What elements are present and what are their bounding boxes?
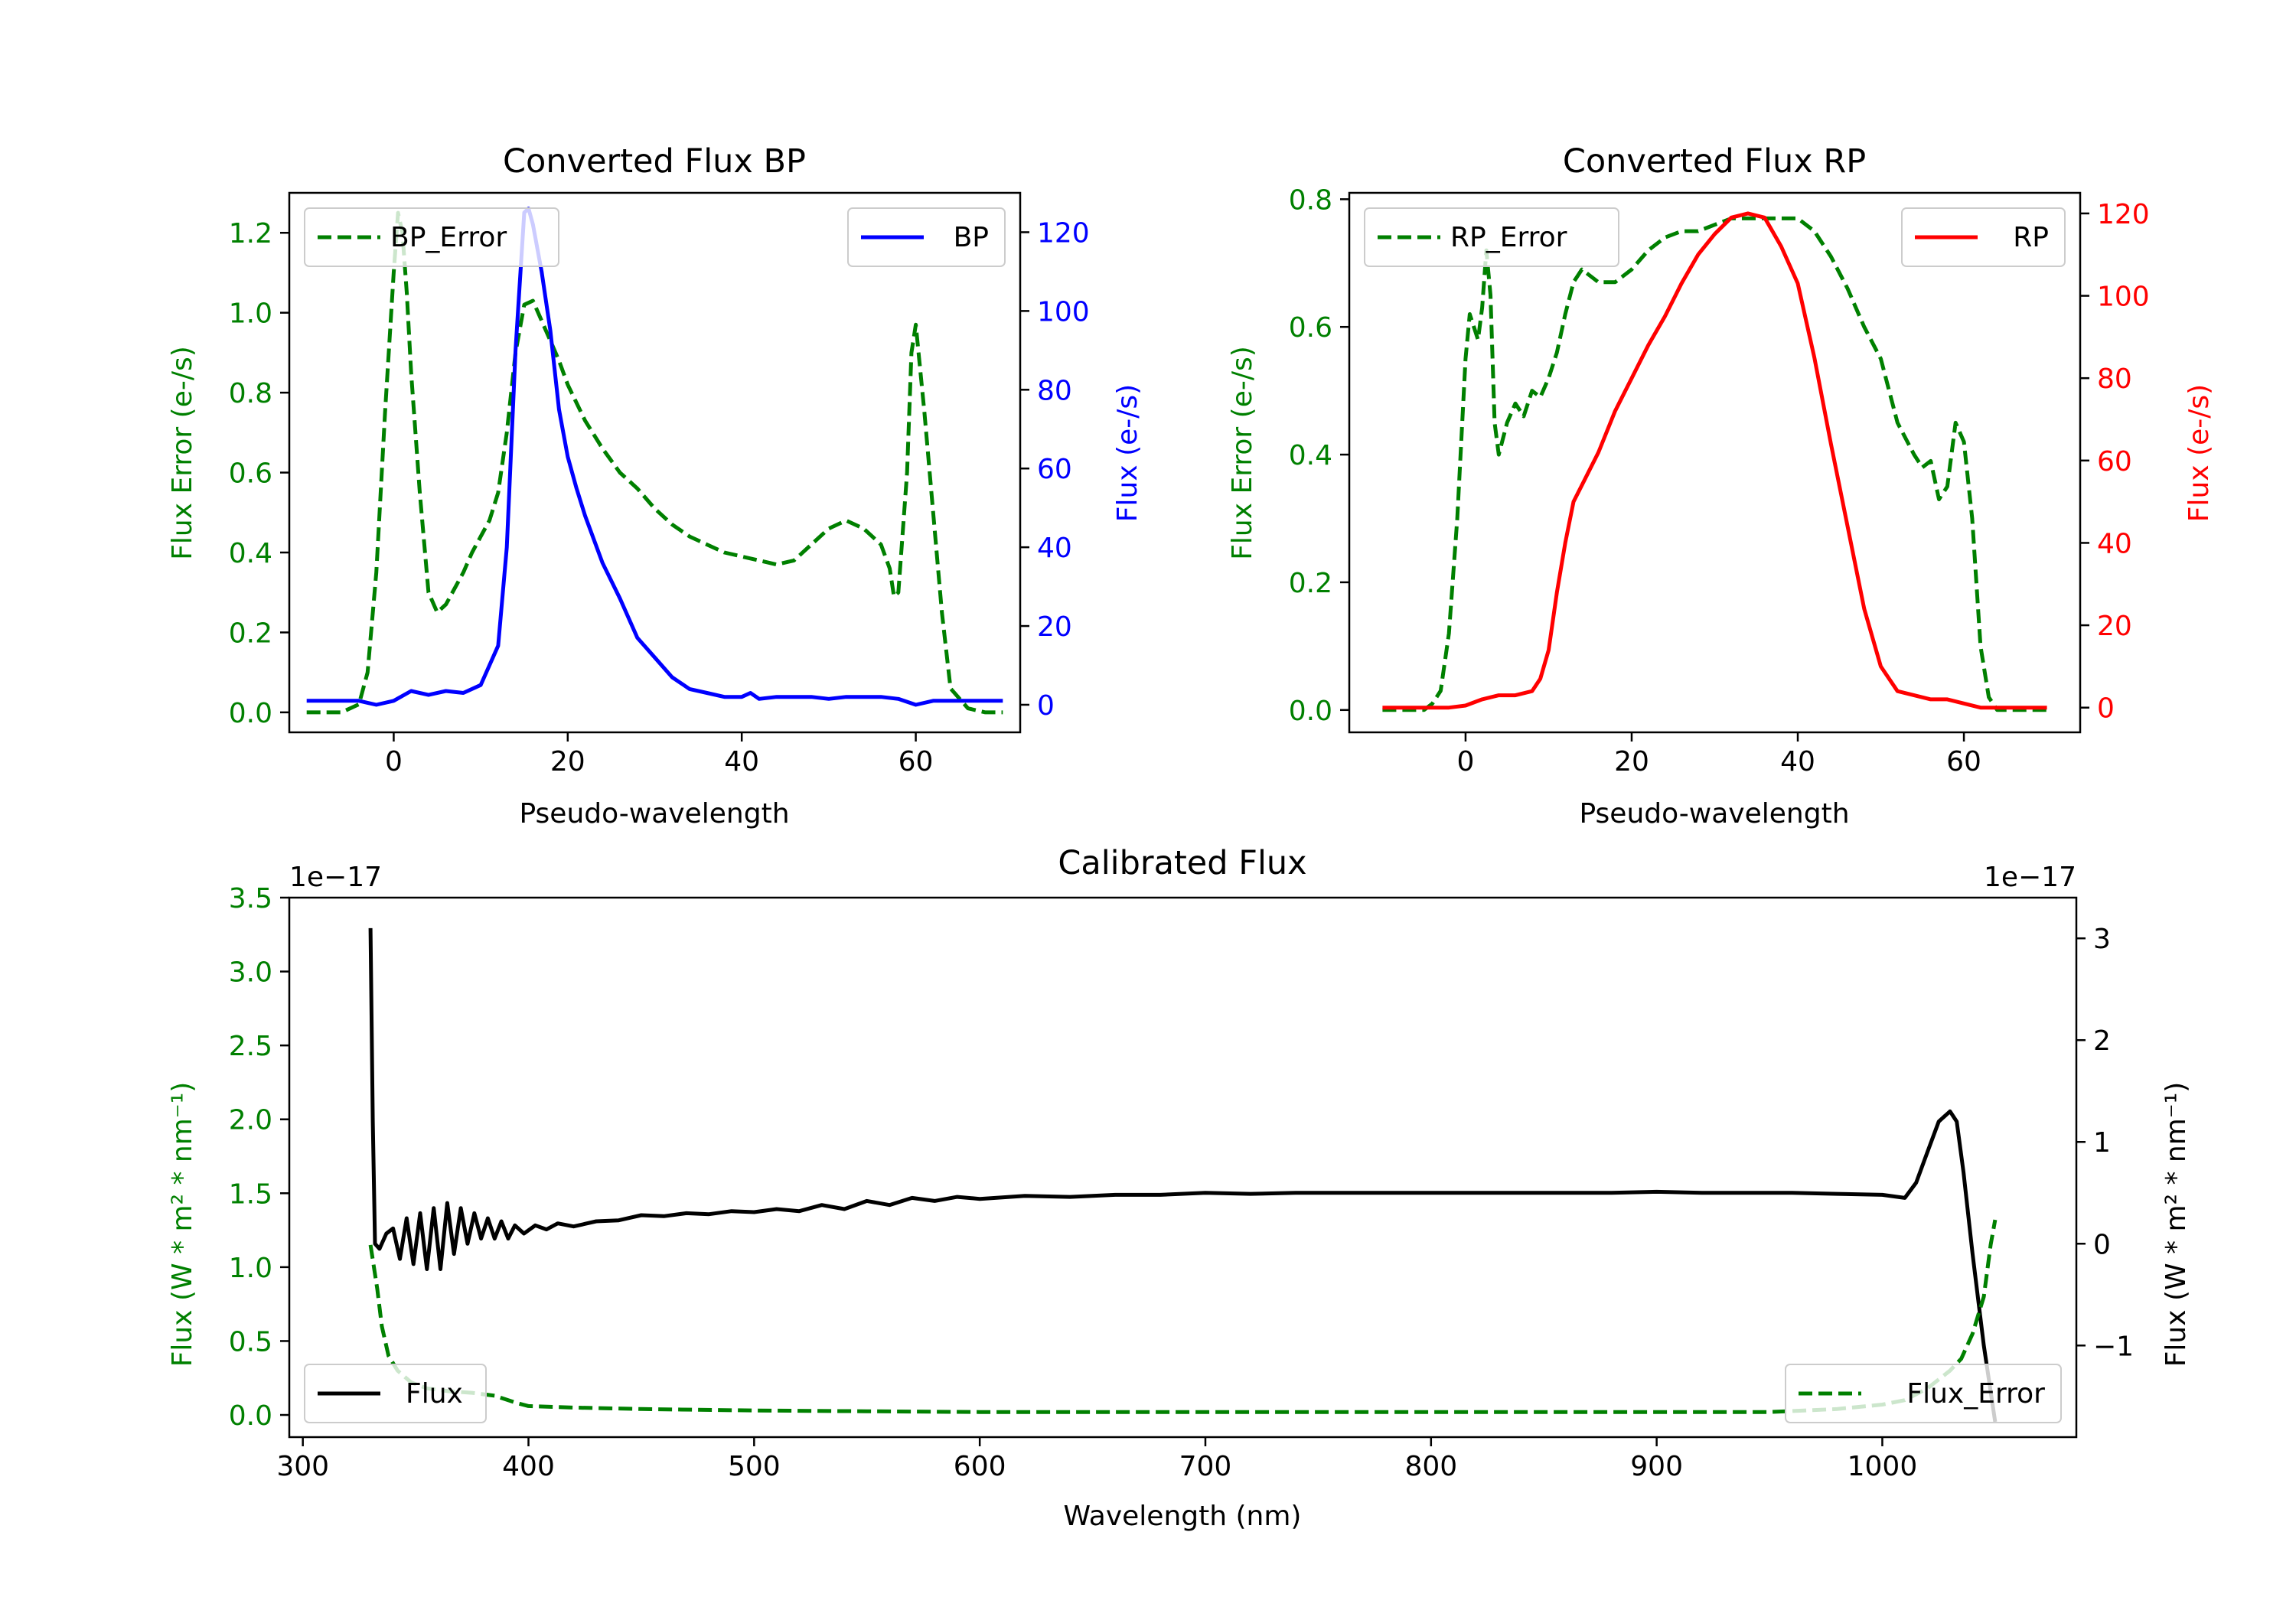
rp-right-y-tick-label: 100 bbox=[2097, 282, 2150, 313]
rp-plot-area: 0 20 40 60 0.0 0.2 0.4 0.6 0.8 0 20 40 60 80 100 120 bbox=[1289, 184, 2150, 777]
cal-right-y-label: Flux (W * m² * nm⁻¹) bbox=[2161, 1082, 2192, 1367]
bp-legend-error-label: BP_Error bbox=[390, 222, 507, 253]
bp-left-y-tick-label: 0.6 bbox=[229, 458, 272, 490]
rp-left-y-tick-label: 0.2 bbox=[1289, 568, 1332, 599]
bp-left-y-tick-label: 0.0 bbox=[229, 698, 272, 729]
rp-series-rp bbox=[1382, 211, 2047, 710]
cal-x-tick-label: 900 bbox=[1630, 1451, 1683, 1482]
rp-legend-flux-label: RP bbox=[2013, 222, 2049, 253]
bp-x-tick-label: 40 bbox=[724, 746, 759, 777]
cal-x-tick-label: 800 bbox=[1404, 1451, 1457, 1482]
bp-series-bp-error bbox=[306, 210, 1003, 715]
cal-right-y-tick-label: 2 bbox=[2093, 1025, 2111, 1057]
rp-right-y-label: Flux (e-/s) bbox=[2183, 384, 2215, 522]
bp-right-y-tick-label: 100 bbox=[1037, 296, 1090, 328]
bp-left-y-label: Flux Error (e-/s) bbox=[167, 346, 198, 560]
bp-right-y-tick-label: 120 bbox=[1037, 217, 1090, 249]
rp-right-y-tick-label: 80 bbox=[2097, 363, 2132, 395]
bp-plot-area: 0 20 40 60 0.0 0.2 0.4 0.6 0.8 1.0 1.2 0 20 40 60 80 100… bbox=[229, 207, 1090, 777]
rp-right-y-tick-label: 0 bbox=[2097, 693, 2115, 725]
cal-legend-flux: Flux bbox=[304, 1364, 487, 1423]
bp-x-label: Pseudo-wavelength bbox=[519, 798, 789, 830]
bp-right-y-tick-label: 80 bbox=[1037, 375, 1072, 406]
rp-x-tick-label: 60 bbox=[1946, 746, 1981, 777]
rp-x-tick-label: 40 bbox=[1780, 746, 1815, 777]
cal-left-y-tick-label: 1.5 bbox=[229, 1178, 272, 1210]
rp-legend-flux: RP bbox=[1901, 207, 2066, 267]
cal-axes-frame bbox=[288, 896, 2078, 1439]
cal-legend-flux-label: Flux bbox=[406, 1378, 463, 1410]
bp-right-y-label: Flux (e-/s) bbox=[1112, 384, 1143, 522]
rp-legend-error: RP_Error bbox=[1364, 207, 1619, 267]
bp-right-y-tick-label: 60 bbox=[1037, 454, 1072, 485]
cal-legend-error-label: Flux_Error bbox=[1906, 1378, 2045, 1410]
bp-legend-flux: BP bbox=[847, 207, 1006, 267]
bp-left-y-tick-label: 1.0 bbox=[229, 298, 272, 330]
cal-left-y-tick-label: 3.0 bbox=[229, 957, 272, 989]
cal-x-tick-label: 700 bbox=[1179, 1451, 1232, 1482]
cal-x-tick-label: 600 bbox=[954, 1451, 1006, 1482]
cal-left-offset-label: 1e−17 bbox=[289, 862, 382, 893]
rp-right-y-tick-label: 40 bbox=[2097, 528, 2132, 559]
cal-x-tick-label: 400 bbox=[502, 1451, 555, 1482]
bp-series-bp bbox=[306, 207, 1003, 707]
cal-x-label: Wavelength (nm) bbox=[1064, 1501, 1302, 1532]
cal-right-y-tick-label: 1 bbox=[2093, 1127, 2111, 1159]
cal-left-y-tick-label: 0.0 bbox=[229, 1400, 272, 1432]
rp-x-tick-label: 20 bbox=[1614, 746, 1649, 777]
rp-legend-error-label: RP_Error bbox=[1450, 222, 1567, 253]
rp-panel: Converted Flux RP Pseudo-wavelength Flux… bbox=[1227, 142, 2215, 830]
cal-left-y-tick-label: 2.5 bbox=[229, 1031, 272, 1062]
rp-left-y-label: Flux Error (e-/s) bbox=[1227, 346, 1258, 560]
rp-left-y-tick-label: 0.4 bbox=[1289, 440, 1332, 471]
rp-left-y-tick-label: 0.0 bbox=[1289, 696, 1332, 727]
rp-right-y-tick-label: 120 bbox=[2097, 199, 2150, 230]
cal-plot-area: 300 400 500 600 700 800 900 1000 0.0 0.5 1.0 1.5 2.0… bbox=[229, 883, 2134, 1482]
cal-left-y-label: Flux (W * m² * nm⁻¹) bbox=[167, 1082, 198, 1367]
cal-left-y-tick-label: 3.5 bbox=[229, 883, 272, 914]
cal-left-y-tick-label: 2.0 bbox=[229, 1105, 272, 1136]
rp-series-rp-error bbox=[1382, 216, 2047, 712]
cal-x-tick-label: 500 bbox=[728, 1451, 781, 1482]
cal-right-y-tick-label: −1 bbox=[2093, 1331, 2134, 1362]
cal-left-y-tick-label: 1.0 bbox=[229, 1253, 272, 1284]
rp-x-label: Pseudo-wavelength bbox=[1579, 798, 1849, 830]
bp-x-tick-label: 0 bbox=[385, 746, 403, 777]
rp-right-y-tick-label: 20 bbox=[2097, 611, 2132, 642]
bp-left-y-tick-label: 0.2 bbox=[229, 618, 272, 649]
bp-x-tick-label: 60 bbox=[899, 746, 934, 777]
bp-axes-frame bbox=[288, 191, 1022, 734]
cal-x-tick-label: 300 bbox=[276, 1451, 329, 1482]
bp-left-y-tick-label: 1.2 bbox=[229, 218, 272, 249]
bp-legend-flux-label: BP bbox=[954, 222, 989, 253]
cal-left-y-tick-label: 0.5 bbox=[229, 1326, 272, 1358]
rp-left-y-tick-label: 0.8 bbox=[1289, 184, 1332, 216]
bp-panel: Converted Flux BP Pseudo-wavelength Flux… bbox=[167, 142, 1143, 830]
rp-right-y-tick-label: 60 bbox=[2097, 446, 2132, 478]
bp-right-y-tick-label: 20 bbox=[1037, 611, 1072, 643]
cal-series-flux bbox=[368, 927, 1998, 1423]
bp-right-y-tick-label: 0 bbox=[1037, 690, 1055, 722]
cal-right-y-tick-label: 3 bbox=[2093, 924, 2111, 955]
rp-x-tick-label: 0 bbox=[1456, 746, 1474, 777]
cal-panel: Calibrated Flux Wavelength (nm) Flux (W … bbox=[167, 844, 2192, 1532]
rp-title: Converted Flux RP bbox=[1563, 142, 1866, 181]
cal-right-y-tick-label: 0 bbox=[2093, 1229, 2111, 1260]
rp-left-y-tick-label: 0.6 bbox=[1289, 312, 1332, 344]
bp-right-y-tick-label: 40 bbox=[1037, 533, 1072, 564]
bp-legend-error: BP_Error bbox=[304, 207, 559, 267]
bp-title: Converted Flux BP bbox=[503, 142, 806, 181]
cal-x-tick-label: 1000 bbox=[1848, 1451, 1918, 1482]
cal-title: Calibrated Flux bbox=[1058, 844, 1306, 882]
bp-left-y-tick-label: 0.8 bbox=[229, 378, 272, 409]
rp-axes-frame bbox=[1348, 191, 2082, 734]
bp-left-y-tick-label: 0.4 bbox=[229, 538, 272, 569]
bp-x-tick-label: 20 bbox=[550, 746, 585, 777]
cal-legend-error: Flux_Error bbox=[1785, 1364, 2062, 1423]
cal-right-offset-label: 1e−17 bbox=[1984, 862, 2076, 893]
